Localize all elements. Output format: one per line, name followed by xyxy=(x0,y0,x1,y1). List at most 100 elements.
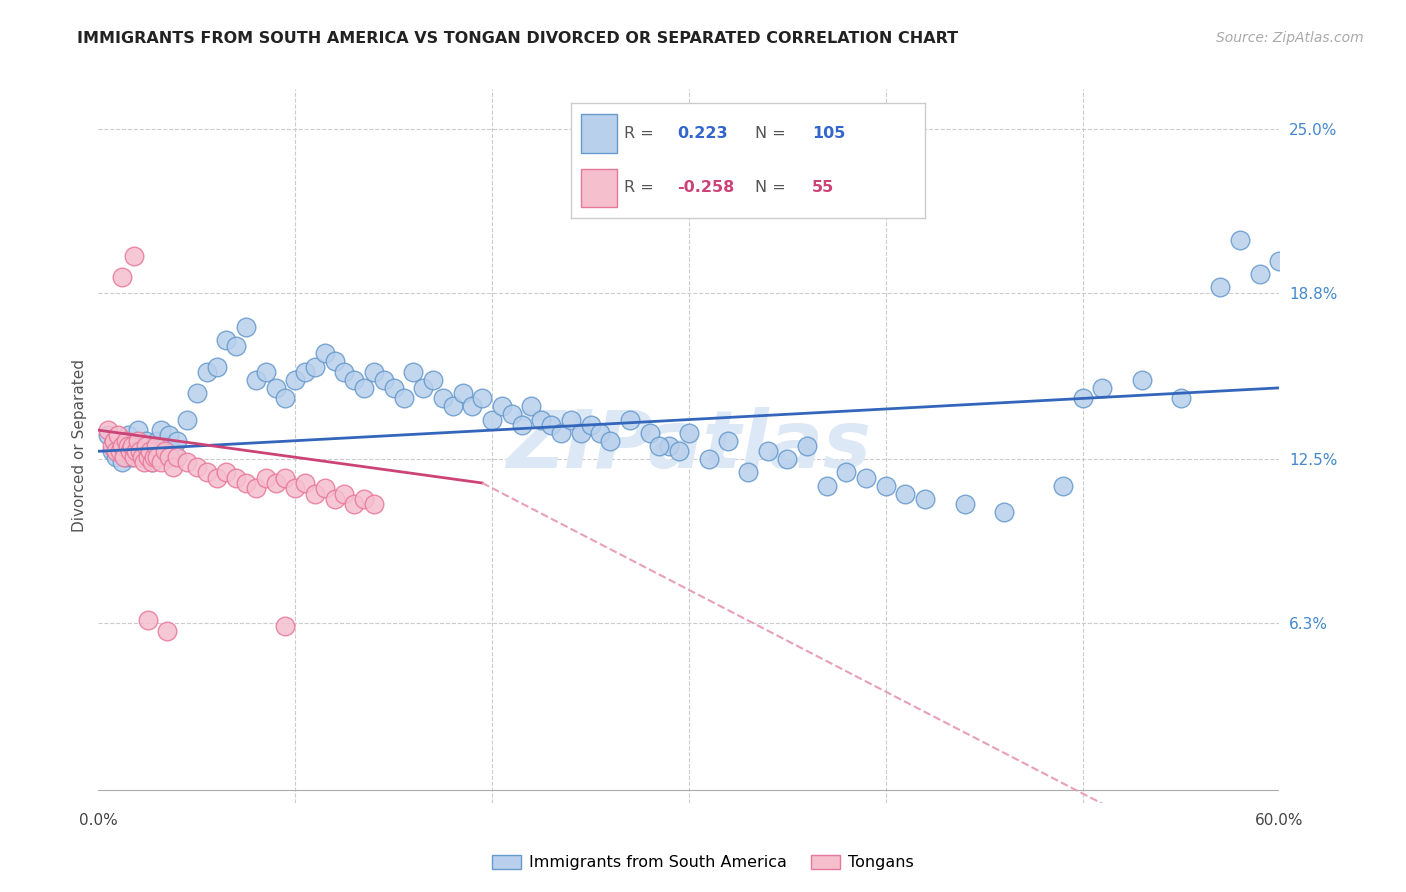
Point xyxy=(157,450,180,464)
Point xyxy=(491,400,513,414)
Point xyxy=(103,434,125,448)
Point xyxy=(121,450,143,464)
Point xyxy=(121,439,143,453)
Point xyxy=(658,439,681,453)
Point xyxy=(225,471,247,485)
Point xyxy=(284,373,307,387)
Point xyxy=(697,452,720,467)
Point xyxy=(215,333,238,347)
Point xyxy=(155,444,177,458)
Point xyxy=(122,450,145,464)
Point xyxy=(1229,233,1251,247)
Point xyxy=(717,434,740,448)
Point xyxy=(205,359,228,374)
Point xyxy=(132,455,155,469)
Point xyxy=(914,491,936,506)
Point xyxy=(225,338,247,352)
Point xyxy=(205,471,228,485)
Point xyxy=(254,365,277,379)
Point xyxy=(894,486,917,500)
Point xyxy=(136,614,159,628)
Point xyxy=(815,478,838,492)
Point xyxy=(668,444,690,458)
Point xyxy=(294,475,316,490)
Point xyxy=(333,486,356,500)
Point xyxy=(323,491,346,506)
Point xyxy=(776,452,799,467)
Point xyxy=(115,434,138,448)
Point xyxy=(111,269,134,284)
Point xyxy=(569,425,592,440)
Point xyxy=(835,466,858,480)
Point xyxy=(579,417,602,432)
Point xyxy=(422,373,444,387)
Point xyxy=(145,444,167,458)
Point xyxy=(128,444,150,458)
Point xyxy=(619,412,641,426)
Point xyxy=(128,444,150,458)
Point xyxy=(135,434,157,448)
Point xyxy=(117,439,139,453)
Point xyxy=(402,365,425,379)
Point xyxy=(363,497,385,511)
Point xyxy=(304,359,326,374)
Point xyxy=(274,618,297,632)
Point xyxy=(1209,280,1232,294)
Point xyxy=(127,423,149,437)
Point xyxy=(138,450,160,464)
Point xyxy=(111,455,134,469)
Point xyxy=(1071,392,1094,406)
Point xyxy=(1268,254,1291,268)
Point xyxy=(520,400,543,414)
Point xyxy=(132,450,155,464)
Point xyxy=(461,400,484,414)
Point xyxy=(125,444,148,458)
Point xyxy=(111,439,134,453)
Point xyxy=(235,475,257,490)
Point xyxy=(155,439,177,453)
Point xyxy=(1052,478,1074,492)
Point xyxy=(125,434,148,448)
Point xyxy=(1288,275,1310,289)
Point xyxy=(737,466,759,480)
Point xyxy=(648,439,671,453)
Point xyxy=(118,444,141,458)
Point xyxy=(314,346,336,360)
Point xyxy=(412,381,434,395)
Point xyxy=(235,320,257,334)
Point xyxy=(540,417,562,432)
Point xyxy=(112,450,135,464)
Point xyxy=(131,450,153,464)
Point xyxy=(314,481,336,495)
Point xyxy=(1249,267,1271,281)
Point xyxy=(363,365,385,379)
Point xyxy=(353,381,375,395)
Text: ZIPatlas: ZIPatlas xyxy=(506,407,872,485)
Point xyxy=(108,444,131,458)
Point xyxy=(353,491,375,506)
Point xyxy=(145,439,167,453)
Point xyxy=(264,475,287,490)
Point xyxy=(135,439,157,453)
Point xyxy=(157,428,180,442)
Point xyxy=(264,381,287,395)
Point xyxy=(343,497,366,511)
Point xyxy=(166,434,188,448)
Point xyxy=(105,450,128,464)
Point xyxy=(382,381,405,395)
Point xyxy=(97,423,120,437)
Point xyxy=(1130,373,1153,387)
Point xyxy=(875,478,897,492)
Point xyxy=(141,455,163,469)
Point xyxy=(432,392,454,406)
Legend: Immigrants from South America, Tongans: Immigrants from South America, Tongans xyxy=(486,848,920,877)
Point xyxy=(150,423,173,437)
Point xyxy=(105,444,128,458)
Text: Source: ZipAtlas.com: Source: ZipAtlas.com xyxy=(1216,31,1364,45)
Point xyxy=(107,428,129,442)
Point xyxy=(166,450,188,464)
Y-axis label: Divorced or Separated: Divorced or Separated xyxy=(72,359,87,533)
Point xyxy=(142,439,165,453)
Point xyxy=(1091,381,1114,395)
Point xyxy=(103,434,125,448)
